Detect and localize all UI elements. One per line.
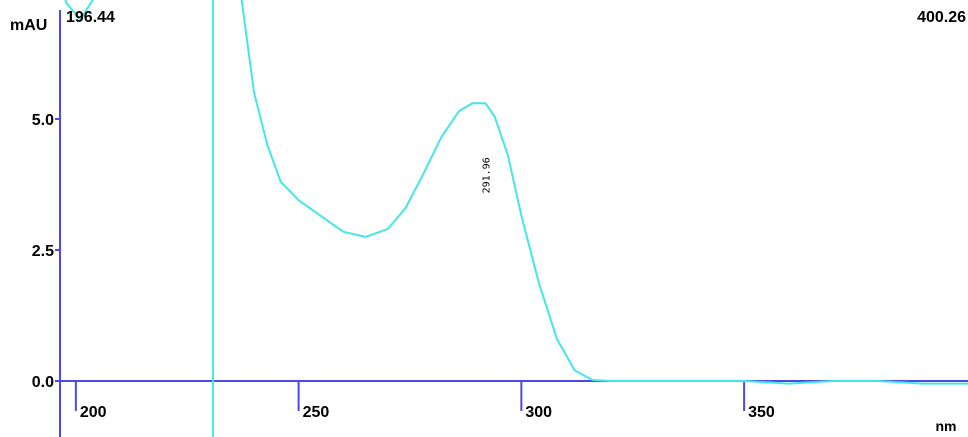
- x-tick-label: 200: [80, 404, 107, 421]
- x-tick-label: 300: [525, 404, 552, 421]
- x-axis-unit: nm: [936, 418, 957, 434]
- y-tick-label: 5.0: [32, 112, 54, 129]
- spectrum-line: [64, 0, 968, 385]
- y-tick-label: 0.0: [32, 374, 54, 391]
- peak-labels: 227.52291.96: [482, 157, 493, 193]
- x-tick-label: 250: [303, 404, 330, 421]
- x-axis-ticks: 200 250 300 350: [74, 381, 775, 421]
- y-axis-ticks: 0.02.55.07.510.012.5: [32, 112, 60, 391]
- y-tick-label: 2.5: [32, 243, 54, 260]
- peak-label: 291.96: [482, 157, 493, 193]
- range-end-label: 400.26: [917, 9, 966, 26]
- x-tick-label: 350: [748, 404, 775, 421]
- y-axis-unit: mAU: [10, 17, 47, 34]
- range-start-label: 196.44: [66, 9, 115, 26]
